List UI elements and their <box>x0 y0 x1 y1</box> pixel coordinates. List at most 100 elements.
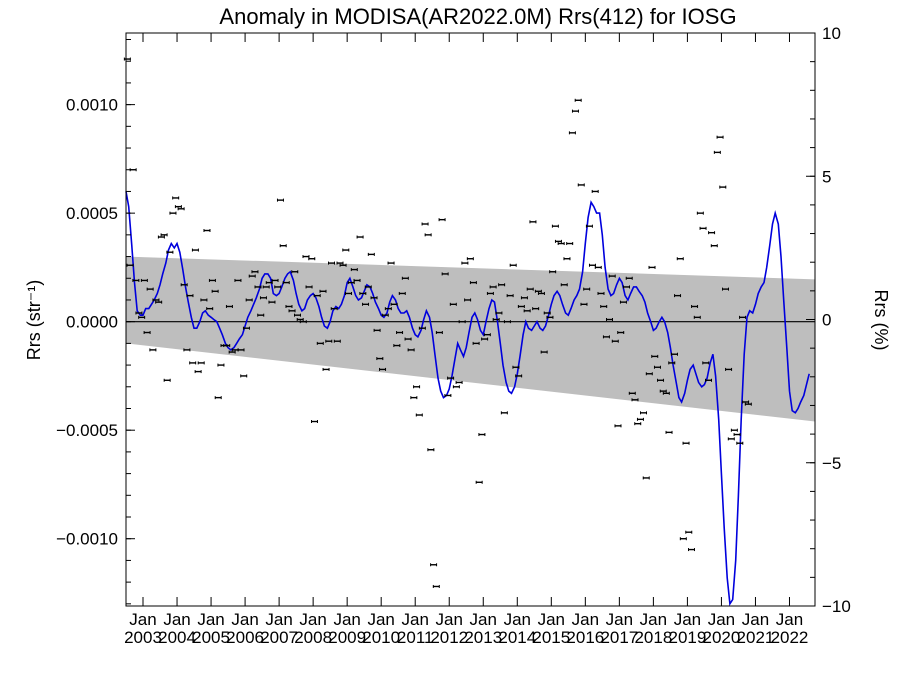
x-tick-year: 2011 <box>397 628 434 647</box>
y-tick-label-left: −0.0010 <box>56 530 118 549</box>
data-point <box>736 441 744 445</box>
data-point <box>648 265 656 269</box>
data-point <box>568 131 576 135</box>
data-point <box>308 257 316 261</box>
data-point <box>583 287 591 291</box>
data-point <box>574 98 582 102</box>
x-tick-year: 2007 <box>260 628 298 647</box>
data-point <box>492 318 500 321</box>
data-point <box>537 291 545 295</box>
data-point <box>486 291 494 295</box>
data-point <box>676 257 684 261</box>
data-point <box>571 109 579 113</box>
y-tick-label-right: −10 <box>822 597 851 616</box>
data-point <box>296 318 304 321</box>
data-point <box>665 430 673 434</box>
data-point <box>475 480 483 484</box>
data-point <box>611 339 619 343</box>
data-point <box>563 257 571 261</box>
x-tick-month: Jan <box>299 610 326 629</box>
data-point <box>696 211 704 215</box>
data-point <box>642 476 650 480</box>
data-point <box>455 380 463 384</box>
data-point <box>410 396 418 400</box>
data-point <box>617 331 625 335</box>
data-point <box>390 302 398 306</box>
data-point <box>174 205 182 209</box>
x-tick-year: 2005 <box>192 628 230 647</box>
x-tick-year: 2013 <box>464 628 502 647</box>
x-tick-year: 2008 <box>294 628 332 647</box>
data-point <box>444 393 452 397</box>
x-tick-month: Jan <box>163 610 190 629</box>
data-point <box>577 183 585 187</box>
data-point <box>359 291 367 295</box>
x-tick-year: 2016 <box>566 628 604 647</box>
data-point <box>146 287 154 291</box>
data-point <box>325 339 333 343</box>
data-point <box>282 281 290 285</box>
data-point <box>223 344 231 348</box>
data-point <box>742 400 750 404</box>
data-point <box>319 289 327 293</box>
data-point <box>259 296 267 300</box>
x-tick-month: Jan <box>401 610 428 629</box>
y-tick-label-right: 5 <box>822 167 831 186</box>
data-point <box>211 289 219 293</box>
data-point <box>529 220 537 224</box>
data-point <box>169 211 177 215</box>
data-point <box>370 296 378 300</box>
data-point <box>674 294 682 298</box>
data-point <box>605 318 613 321</box>
data-point <box>163 378 171 382</box>
data-point <box>245 298 253 302</box>
data-point <box>466 257 474 261</box>
data-point <box>254 285 262 289</box>
data-point <box>225 304 233 308</box>
data-point <box>540 350 548 354</box>
data-point <box>628 391 636 395</box>
chart-title: Anomaly in MODISA(AR2022.0M) Rrs(412) fo… <box>219 4 736 29</box>
data-point <box>376 357 384 361</box>
data-point <box>214 396 222 400</box>
data-point <box>401 276 409 280</box>
data-point <box>515 374 523 378</box>
data-point <box>702 361 710 365</box>
data-point <box>588 263 596 267</box>
x-tick-month: Jan <box>572 610 599 629</box>
data-point <box>452 385 460 389</box>
data-point <box>310 420 318 424</box>
data-point <box>549 270 557 274</box>
data-point <box>234 278 242 282</box>
data-point <box>597 291 605 295</box>
data-point <box>316 341 324 345</box>
data-point <box>166 250 174 254</box>
data-point <box>237 348 245 352</box>
data-point <box>645 372 653 376</box>
x-tick-month: Jan <box>470 610 497 629</box>
data-point <box>288 309 296 313</box>
data-point <box>449 302 457 306</box>
data-point <box>432 584 440 588</box>
data-point <box>512 365 520 369</box>
data-point <box>293 313 301 317</box>
data-point <box>274 285 282 289</box>
y-tick-label-left: 0.0005 <box>66 204 118 223</box>
data-point <box>716 135 724 139</box>
data-point <box>551 224 559 228</box>
data-point <box>608 274 616 278</box>
data-point <box>189 361 197 365</box>
data-point <box>367 252 375 256</box>
x-tick-year: 2006 <box>226 628 264 647</box>
data-point <box>557 242 565 246</box>
data-point <box>670 352 678 356</box>
data-point <box>458 320 466 324</box>
data-point <box>413 385 421 389</box>
data-point <box>268 300 276 304</box>
data-point <box>461 261 469 265</box>
data-point <box>242 326 250 330</box>
data-point <box>566 242 574 246</box>
data-point <box>313 294 321 298</box>
x-tick-month: Jan <box>674 610 701 629</box>
